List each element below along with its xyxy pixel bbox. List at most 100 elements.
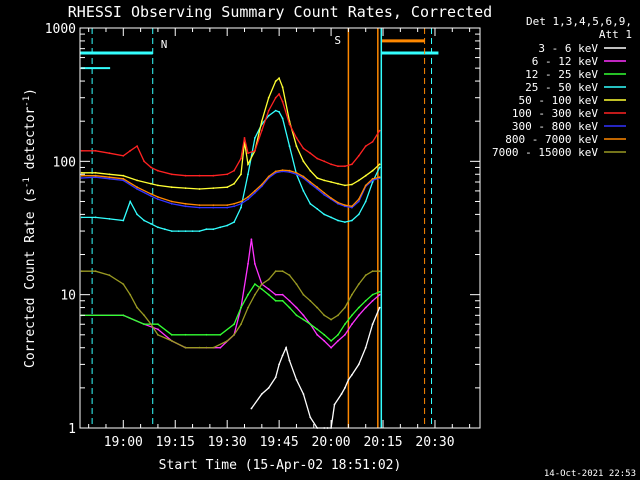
series-line — [81, 170, 380, 209]
data-point — [260, 183, 263, 186]
legend-entry-label: 300 - 800 keV — [512, 120, 598, 133]
data-point — [281, 169, 284, 172]
data-point — [212, 228, 215, 231]
data-point — [136, 179, 139, 182]
data-point — [184, 333, 187, 336]
data-point — [295, 171, 298, 174]
y-tick-label: 100 — [53, 155, 76, 170]
data-point — [163, 228, 166, 231]
data-point — [170, 173, 173, 176]
data-point — [205, 333, 208, 336]
y-axis-label-sup1: -1 — [22, 177, 32, 188]
data-point — [323, 340, 326, 342]
data-point — [267, 114, 270, 117]
data-point — [80, 177, 83, 179]
data-point — [243, 137, 246, 139]
data-point — [281, 270, 284, 273]
data-point — [219, 346, 222, 349]
data-point — [205, 228, 208, 231]
data-point — [371, 169, 374, 172]
x-tick-label: 19:30 — [208, 435, 247, 450]
data-point — [295, 283, 298, 285]
data-point — [344, 204, 346, 207]
data-point — [80, 270, 83, 273]
data-point — [170, 186, 173, 189]
y-tick-label: 1000 — [45, 22, 76, 37]
data-point — [198, 188, 201, 190]
data-point — [267, 387, 270, 389]
x-axis: 19:00 19:15 19:30 19:45 20:00 20:15 20:30 — [88, 28, 471, 450]
data-point — [309, 182, 312, 185]
data-point — [157, 226, 159, 229]
data-point — [281, 299, 284, 302]
y-axis-label-main: Corrected Count Rate (s — [23, 188, 38, 368]
series-line — [81, 109, 381, 232]
data-point — [136, 145, 139, 148]
data-point — [108, 274, 111, 277]
data-point — [240, 206, 242, 209]
data-point — [226, 206, 229, 209]
data-point — [330, 163, 332, 166]
data-point — [357, 283, 360, 285]
data-point — [226, 186, 229, 189]
data-point — [80, 171, 83, 174]
series-line — [81, 77, 381, 190]
chart-title: RHESSI Observing Summary Count Rates, Co… — [68, 3, 492, 21]
data-point — [302, 393, 305, 395]
data-point — [170, 230, 173, 233]
data-point — [136, 188, 139, 190]
data-point — [108, 173, 111, 176]
data-point — [212, 346, 215, 349]
data-point — [364, 274, 367, 277]
data-point — [260, 283, 263, 285]
data-point — [267, 96, 270, 99]
data-point — [316, 177, 319, 179]
data-point — [340, 393, 343, 395]
data-point — [247, 306, 249, 309]
data-point — [288, 274, 291, 277]
data-point — [295, 173, 298, 176]
data-point — [267, 175, 270, 178]
data-point — [260, 185, 263, 188]
data-point — [212, 187, 215, 190]
data-point — [295, 145, 298, 148]
y-axis-label-mid: detector — [23, 107, 38, 178]
data-point — [323, 314, 326, 317]
data-point — [212, 206, 215, 209]
data-point — [364, 200, 367, 203]
data-point — [302, 318, 305, 321]
data-point — [344, 306, 346, 309]
data-point — [226, 173, 229, 176]
data-point — [278, 77, 280, 80]
data-point — [254, 283, 256, 285]
data-point — [351, 374, 353, 376]
data-point — [274, 96, 277, 99]
data-point — [157, 323, 159, 326]
data-point — [371, 323, 374, 326]
data-point — [288, 171, 291, 174]
data-point — [129, 200, 132, 203]
data-point — [247, 173, 249, 176]
data-point — [108, 177, 111, 180]
data-point — [94, 176, 97, 179]
data-point — [150, 323, 152, 326]
data-point — [129, 293, 132, 296]
data-point — [274, 299, 277, 302]
data-point — [351, 163, 353, 166]
x-tick-label: 19:45 — [260, 435, 299, 450]
data-point — [378, 166, 381, 169]
series-line — [81, 239, 381, 349]
data-point — [267, 293, 270, 296]
data-point — [302, 175, 305, 178]
data-point — [357, 363, 360, 366]
data-point — [357, 198, 360, 201]
data-point — [288, 123, 291, 126]
data-point — [295, 137, 298, 139]
data-point — [198, 230, 201, 233]
data-point — [143, 314, 146, 317]
data-point — [240, 306, 242, 309]
data-point — [136, 213, 139, 216]
data-point — [337, 201, 339, 204]
data-point — [240, 323, 242, 326]
